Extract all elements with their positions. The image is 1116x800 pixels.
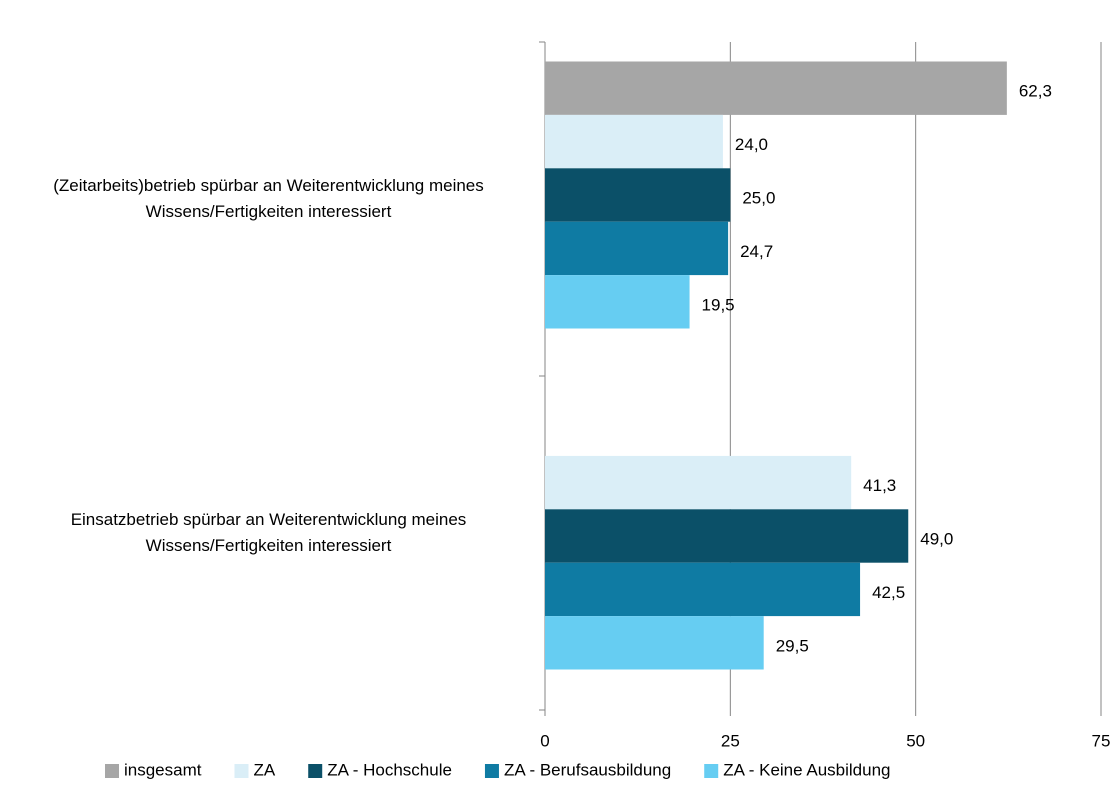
legend-swatch	[234, 764, 249, 778]
x-tick-label: 0	[540, 731, 549, 750]
value-label: 62,3	[1019, 82, 1052, 101]
x-tick-label: 75	[1092, 731, 1111, 750]
y-tick-label: Einsatzbetrieb spürbar an Weiterentwickl…	[70, 510, 467, 555]
bar	[545, 168, 731, 222]
value-label: 24,7	[740, 242, 773, 261]
legend-label: ZA - Hochschule	[327, 760, 452, 779]
bar	[545, 114, 723, 169]
value-label: 41,3	[863, 476, 896, 495]
bar	[545, 616, 764, 670]
value-label: 24,0	[735, 135, 768, 154]
legend-swatch	[105, 764, 119, 778]
legend-label: insgesamt	[124, 760, 202, 779]
bar	[545, 275, 690, 329]
legend-label: ZA	[253, 760, 275, 779]
bar	[545, 221, 729, 276]
y-tick-label: (Zeitarbeits)betrieb spürbar an Weiteren…	[53, 176, 484, 221]
legend-label: ZA - Berufsausbildung	[504, 760, 671, 779]
legend-label: ZA - Keine Ausbildung	[723, 760, 890, 779]
x-tick-label: 25	[721, 731, 740, 750]
bar	[545, 455, 852, 510]
legend-swatch	[704, 764, 719, 778]
value-label: 29,5	[776, 636, 809, 655]
value-label: 42,5	[872, 583, 905, 602]
value-label: 19,5	[702, 295, 735, 314]
legend-swatch	[308, 764, 323, 778]
value-label: 25,0	[742, 188, 775, 207]
bar	[545, 562, 861, 617]
value-label: 49,0	[920, 529, 953, 548]
bar	[545, 61, 1007, 115]
legend-swatch	[484, 764, 499, 778]
x-tick-label: 50	[906, 731, 925, 750]
bar	[545, 509, 909, 563]
